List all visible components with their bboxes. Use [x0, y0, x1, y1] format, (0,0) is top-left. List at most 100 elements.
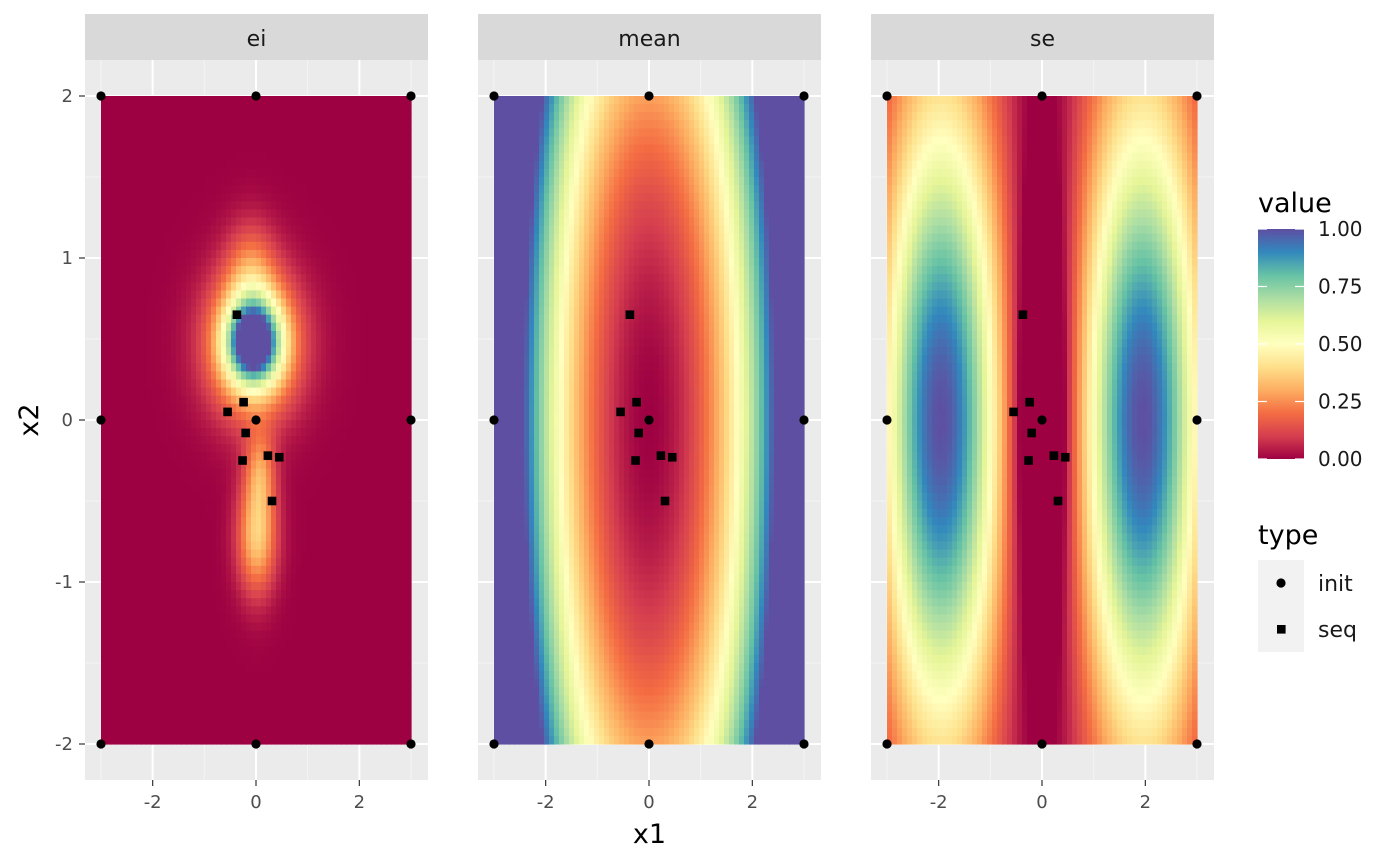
- heatmap-cell: [391, 153, 397, 162]
- heatmap-cell: [216, 444, 222, 453]
- heatmap-cell: [376, 574, 382, 583]
- heatmap-cell: [191, 509, 197, 518]
- heatmap-cell: [131, 234, 137, 243]
- heatmap-cell: [291, 250, 297, 259]
- heatmap-cell: [276, 687, 282, 696]
- heatmap-cell: [256, 493, 262, 502]
- heatmap-cell: [161, 501, 167, 510]
- heatmap-cell: [246, 566, 252, 575]
- heatmap-cell: [276, 444, 282, 453]
- heatmap-cell: [351, 250, 357, 259]
- heatmap-cell: [191, 290, 197, 299]
- heatmap-cell: [326, 704, 332, 713]
- heatmap-cell: [316, 720, 322, 729]
- heatmap-cell: [251, 347, 257, 356]
- heatmap-cell: [351, 363, 357, 372]
- heatmap-cell: [271, 234, 277, 243]
- heatmap-cell: [101, 509, 107, 518]
- heatmap-cell: [406, 226, 412, 235]
- heatmap-cell: [146, 452, 152, 461]
- heatmap-cell: [241, 153, 247, 162]
- heatmap-cell: [156, 112, 162, 121]
- heatmap-cell: [211, 712, 217, 721]
- heatmap-cell: [386, 396, 392, 405]
- heatmap-cell: [356, 631, 362, 640]
- heatmap-cell: [341, 193, 347, 202]
- heatmap-cell: [391, 671, 397, 680]
- heatmap-cell: [246, 687, 252, 696]
- heatmap-cell: [221, 590, 227, 599]
- heatmap-cell: [301, 477, 307, 486]
- heatmap-cell: [251, 712, 257, 721]
- heatmap-cell: [121, 347, 127, 356]
- heatmap-cell: [346, 590, 352, 599]
- heatmap-cell: [131, 428, 137, 437]
- heatmap-cell: [156, 412, 162, 421]
- heatmap-cell: [231, 428, 237, 437]
- heatmap-cell: [136, 452, 142, 461]
- heatmap-cell: [391, 371, 397, 380]
- heatmap-cell: [351, 112, 357, 121]
- heatmap-cell: [236, 566, 242, 575]
- heatmap-cell: [121, 315, 127, 324]
- heatmap-cell: [341, 444, 347, 453]
- heatmap-cell: [286, 218, 292, 227]
- heatmap-cell: [336, 623, 342, 632]
- heatmap-cell: [406, 566, 412, 575]
- heatmap-cell: [326, 469, 332, 478]
- heatmap-cell: [276, 550, 282, 559]
- heatmap-cell: [196, 347, 202, 356]
- heatmap-cell: [196, 598, 202, 607]
- heatmap-cell: [201, 177, 207, 186]
- heatmap-cell: [321, 444, 327, 453]
- heatmap-cell: [341, 533, 347, 542]
- heatmap-cell: [351, 574, 357, 583]
- heatmap-cell: [391, 177, 397, 186]
- heatmap-cell: [296, 533, 302, 542]
- heatmap-cell: [216, 104, 222, 113]
- heatmap-cell: [376, 282, 382, 291]
- heatmap-cell: [336, 728, 342, 737]
- heatmap-cell: [141, 193, 147, 202]
- heatmap-cell: [211, 282, 217, 291]
- heatmap-cell: [131, 461, 137, 470]
- heatmap-cell: [286, 242, 292, 251]
- heatmap-cell: [406, 282, 412, 291]
- heatmap-cell: [341, 647, 347, 656]
- heatmap-cell: [291, 679, 297, 688]
- heatmap-cell: [181, 177, 187, 186]
- heatmap-cell: [341, 720, 347, 729]
- heatmap-cell: [361, 606, 367, 615]
- heatmap-cell: [311, 598, 317, 607]
- heatmap-cell: [226, 242, 232, 251]
- heatmap-cell: [256, 120, 262, 129]
- heatmap-cell: [171, 720, 177, 729]
- heatmap-cell: [366, 655, 372, 664]
- heatmap-cell: [396, 517, 402, 526]
- heatmap-cell: [186, 469, 192, 478]
- heatmap-cell: [191, 137, 197, 146]
- heatmap-cell: [211, 574, 217, 583]
- heatmap-cell: [371, 104, 377, 113]
- heatmap-cell: [291, 444, 297, 453]
- heatmap-cell: [106, 169, 112, 178]
- heatmap-cell: [181, 631, 187, 640]
- heatmap-cell: [156, 671, 162, 680]
- heatmap-cell: [106, 290, 112, 299]
- heatmap-cell: [116, 736, 122, 745]
- heatmap-cell: [271, 169, 277, 178]
- heatmap-cell: [361, 137, 367, 146]
- heatmap-cell: [311, 461, 317, 470]
- heatmap-cell: [341, 452, 347, 461]
- heatmap-cell: [141, 153, 147, 162]
- heatmap-cell: [326, 736, 332, 745]
- heatmap-cell: [281, 137, 287, 146]
- heatmap-cell: [241, 177, 247, 186]
- heatmap-cell: [301, 728, 307, 737]
- heatmap-cell: [286, 331, 292, 340]
- heatmap-cell: [271, 299, 277, 308]
- heatmap-cell: [281, 347, 287, 356]
- heatmap-cell: [301, 218, 307, 227]
- heatmap-cell: [171, 234, 177, 243]
- heatmap-cell: [381, 574, 387, 583]
